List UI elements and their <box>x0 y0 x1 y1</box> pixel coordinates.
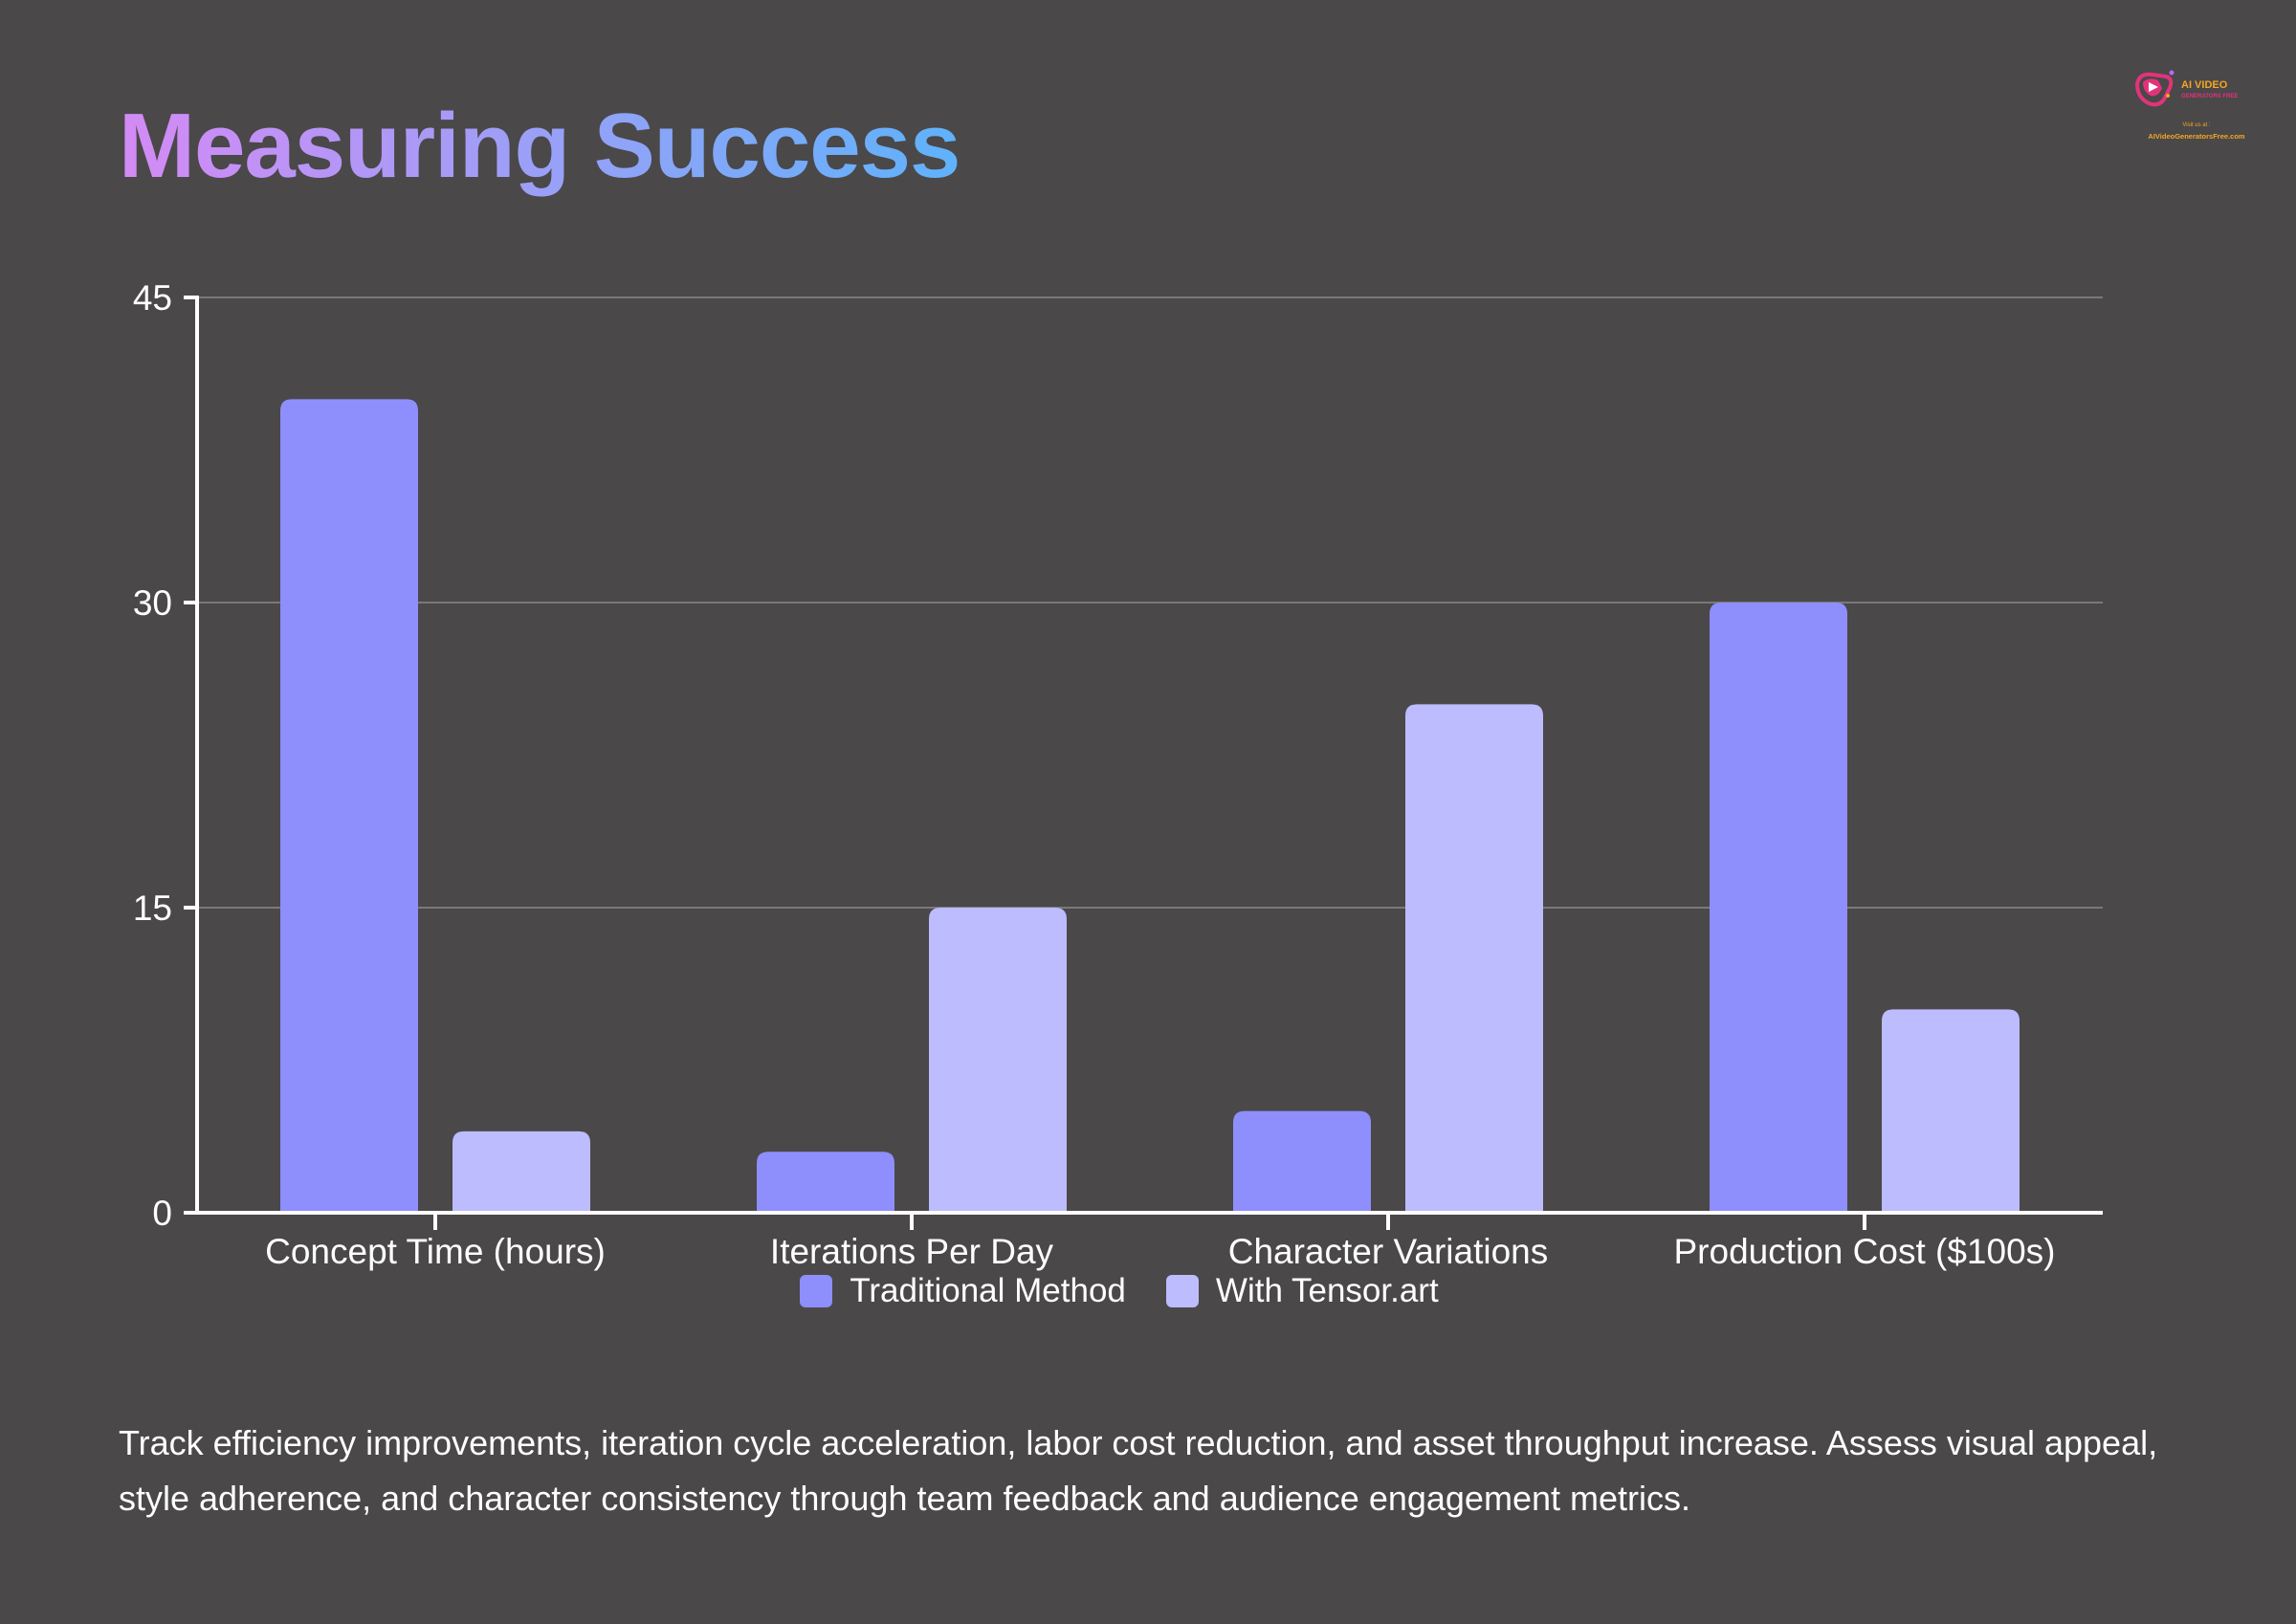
bar-traditional <box>280 399 418 1213</box>
bar-traditional <box>757 1152 894 1213</box>
brand-logo[interactable]: AI VIDEO GENERATORS FREE Visit us at : A… <box>2130 67 2263 153</box>
logo-line3: Visit us at : <box>2182 122 2211 128</box>
legend-swatch-tensor <box>1165 1275 1199 1307</box>
bar-tensor <box>1405 704 1543 1213</box>
bar-traditional <box>1233 1110 1371 1213</box>
legend-label-traditional: Traditional Method <box>850 1272 1126 1309</box>
y-tick-label: 30 <box>133 583 172 623</box>
logo-line2: GENERATORS FREE <box>2181 94 2238 99</box>
x-tick-label: Iterations Per Day <box>770 1232 1054 1271</box>
chart-svg: 0 15 30 45 Concept Time (hours) Iterations Pe… <box>133 278 2103 1271</box>
chart-legend: Traditional Method With Tensor.art <box>0 1272 2267 1310</box>
legend-item-tensor[interactable]: With Tensor.art <box>1165 1272 1439 1310</box>
bar-tensor <box>1882 1009 2020 1213</box>
legend-label-tensor: With Tensor.art <box>1215 1272 1439 1309</box>
bar-tensor <box>929 908 1067 1213</box>
x-tick-label: Character Variations <box>1228 1232 1549 1271</box>
bar-traditional <box>1710 603 1847 1213</box>
bar-chart: 0 15 30 45 Concept Time (hours) Iterations Pe… <box>133 278 2103 1271</box>
y-tick-label: 45 <box>133 278 172 318</box>
legend-swatch-traditional <box>800 1275 833 1307</box>
page-title: Measuring Success <box>119 95 960 197</box>
y-tick-label: 15 <box>133 889 172 928</box>
logo-line1: AI VIDEO <box>2181 79 2228 91</box>
y-tick-label: 0 <box>152 1194 172 1233</box>
bar-tensor <box>453 1130 590 1213</box>
logo-icon: AI VIDEO GENERATORS FREE Visit us at : A… <box>2134 70 2245 141</box>
x-tick-label: Production Cost ($100s) <box>1674 1232 2056 1271</box>
legend-item-traditional[interactable]: Traditional Method <box>800 1272 1126 1310</box>
x-tick-label: Concept Time (hours) <box>265 1232 606 1271</box>
description-text: Track efficiency improvements, iteration… <box>119 1423 2158 1518</box>
logo-line4: AIVideoGeneratorsFree.com <box>2148 132 2244 141</box>
